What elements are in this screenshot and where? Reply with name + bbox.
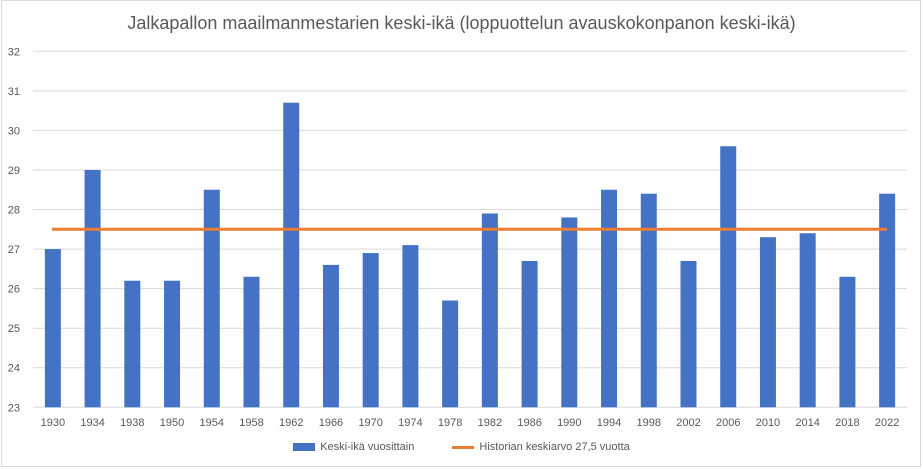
y-tick-label: 26 xyxy=(8,284,20,296)
y-tick-label: 23 xyxy=(8,402,20,414)
x-tick-label: 1974 xyxy=(398,417,422,429)
y-tick-label: 28 xyxy=(8,205,20,217)
legend-label: Historian keskiarvo 27,5 vuotta xyxy=(479,441,630,453)
x-tick-label: 1938 xyxy=(120,417,144,429)
x-tick-label: 1986 xyxy=(517,417,541,429)
x-tick-label: 1990 xyxy=(557,417,581,429)
x-tick-label: 2014 xyxy=(795,417,819,429)
x-tick-label: 2010 xyxy=(756,417,780,429)
bar-1998 xyxy=(640,193,657,408)
x-tick-label: 2006 xyxy=(716,417,740,429)
legend-item-average: Historian keskiarvo 27,5 vuotta xyxy=(452,441,630,453)
bar-1974 xyxy=(402,245,419,408)
y-tick-label: 30 xyxy=(8,125,20,137)
bar-1958 xyxy=(243,276,260,408)
bar-2010 xyxy=(759,237,776,408)
chart-title: Jalkapallon maailmanmestarien keski-ikä … xyxy=(127,13,796,33)
bar-2006 xyxy=(720,146,737,408)
bar-1962 xyxy=(283,102,300,408)
bar-1966 xyxy=(322,264,339,408)
x-tick-label: 1958 xyxy=(239,417,263,429)
x-tick-label: 1994 xyxy=(597,417,621,429)
bar-1950 xyxy=(164,280,181,408)
x-tick-label: 1966 xyxy=(319,417,343,429)
bar-2018 xyxy=(839,276,856,408)
bar-1934 xyxy=(84,169,101,408)
y-tick-label: 25 xyxy=(8,323,20,335)
x-tick-label: 1982 xyxy=(478,417,502,429)
legend-swatch-bar xyxy=(293,443,316,451)
y-tick-label: 31 xyxy=(8,86,20,98)
bar-1986 xyxy=(521,260,538,408)
bar-2014 xyxy=(799,233,816,408)
y-tick-label: 32 xyxy=(8,46,20,58)
legend-item-bars: Keski-ikä vuosittain xyxy=(293,441,414,453)
bar-2002 xyxy=(680,260,697,408)
bar-2022 xyxy=(879,193,896,408)
bar-1970 xyxy=(362,253,379,408)
legend: Keski-ikä vuosittain Historian keskiarvo… xyxy=(0,441,923,453)
x-tick-label: 2022 xyxy=(875,417,899,429)
legend-label: Keski-ikä vuosittain xyxy=(320,441,415,453)
y-tick-label: 29 xyxy=(8,165,20,177)
x-tick-label: 2018 xyxy=(835,417,859,429)
x-tick-label: 1970 xyxy=(358,417,382,429)
bar-1982 xyxy=(481,213,498,408)
x-tick-label: 1998 xyxy=(637,417,661,429)
bar-1994 xyxy=(601,189,618,408)
bar-1990 xyxy=(561,217,578,408)
x-tick-label: 2002 xyxy=(676,417,700,429)
x-tick-label: 1950 xyxy=(160,417,184,429)
legend-swatch-line xyxy=(452,445,475,449)
bar-1978 xyxy=(442,300,459,408)
bar-1930 xyxy=(44,249,61,408)
x-tick-label: 1934 xyxy=(80,417,104,429)
bar-1938 xyxy=(124,280,141,408)
x-tick-label: 1978 xyxy=(438,417,462,429)
y-tick-label: 24 xyxy=(8,363,20,375)
bar-1954 xyxy=(203,189,220,408)
x-tick-label: 1930 xyxy=(41,417,65,429)
x-tick-label: 1954 xyxy=(200,417,224,429)
y-tick-label: 27 xyxy=(8,244,20,256)
x-tick-label: 1962 xyxy=(279,417,303,429)
